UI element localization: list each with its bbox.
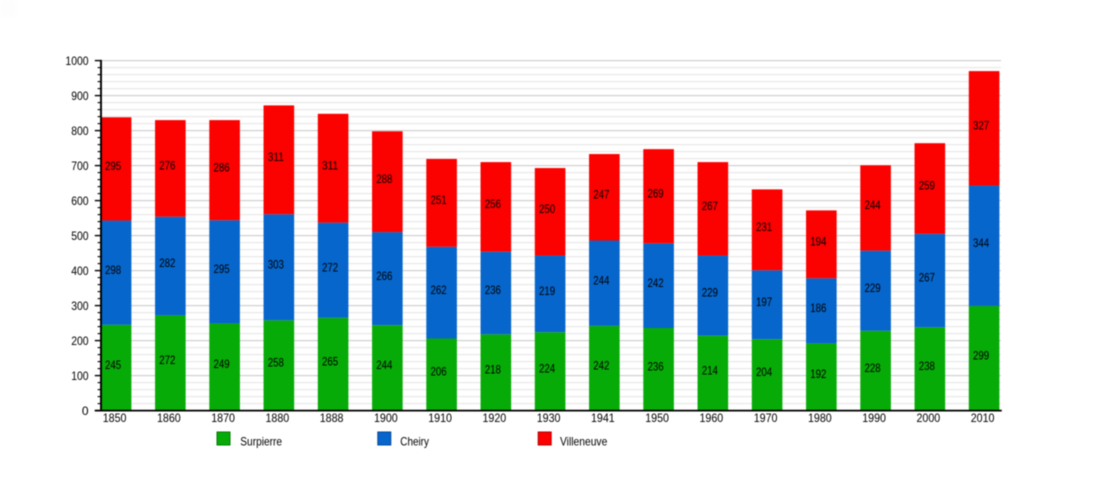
svg-text:249: 249 [214,357,230,371]
svg-text:1000: 1000 [65,54,88,68]
svg-text:1870: 1870 [211,411,235,425]
svg-text:303: 303 [268,257,284,271]
svg-text:0: 0 [82,404,89,418]
svg-text:272: 272 [159,353,175,367]
svg-text:197: 197 [756,295,772,309]
svg-text:311: 311 [322,158,338,172]
svg-text:1880: 1880 [265,411,289,425]
svg-text:242: 242 [648,276,664,290]
svg-text:236: 236 [648,359,664,373]
svg-text:282: 282 [159,256,175,270]
svg-text:1970: 1970 [754,411,778,425]
svg-text:327: 327 [973,118,989,132]
svg-text:286: 286 [214,160,230,174]
svg-text:247: 247 [593,187,609,201]
svg-text:1910: 1910 [428,411,452,425]
svg-text:2010: 2010 [971,411,995,425]
svg-text:1888: 1888 [320,411,344,425]
svg-text:269: 269 [648,186,664,200]
svg-text:238: 238 [919,359,935,373]
svg-text:194: 194 [810,234,826,248]
svg-text:204: 204 [756,365,772,379]
svg-text:1960: 1960 [699,411,723,425]
svg-text:900: 900 [71,89,89,103]
svg-text:500: 500 [71,229,89,243]
svg-text:259: 259 [919,179,935,193]
svg-text:1930: 1930 [537,411,561,425]
svg-text:229: 229 [865,281,881,295]
svg-text:276: 276 [159,159,175,173]
svg-text:231: 231 [756,220,772,234]
svg-text:Surpierre: Surpierre [240,435,282,449]
svg-text:245: 245 [105,358,121,372]
svg-text:288: 288 [376,172,392,186]
svg-text:311: 311 [268,150,284,164]
svg-text:224: 224 [539,362,555,376]
svg-text:299: 299 [973,348,989,362]
svg-text:100: 100 [71,369,89,383]
svg-text:1860: 1860 [157,411,181,425]
svg-text:214: 214 [702,363,718,377]
svg-text:206: 206 [431,365,447,379]
svg-text:236: 236 [485,283,501,297]
svg-text:700: 700 [71,159,89,173]
svg-text:200: 200 [71,334,89,348]
svg-text:2000: 2000 [916,411,940,425]
svg-text:229: 229 [702,286,718,300]
svg-text:192: 192 [810,367,826,381]
svg-text:218: 218 [485,363,501,377]
svg-text:300: 300 [71,299,89,313]
svg-text:186: 186 [810,301,826,315]
svg-text:272: 272 [322,260,338,274]
svg-text:256: 256 [485,197,501,211]
svg-text:1950: 1950 [645,411,669,425]
svg-text:600: 600 [71,194,89,208]
svg-text:298: 298 [105,263,121,277]
svg-text:1980: 1980 [808,411,832,425]
svg-text:1850: 1850 [103,411,127,425]
svg-text:Cheiry: Cheiry [400,435,429,449]
svg-text:Villeneuve: Villeneuve [560,435,608,449]
svg-text:258: 258 [268,356,284,370]
svg-text:250: 250 [539,202,555,216]
svg-text:242: 242 [593,358,609,372]
svg-text:266: 266 [376,269,392,283]
svg-text:219: 219 [539,284,555,298]
svg-text:1941: 1941 [591,411,615,425]
svg-text:244: 244 [376,358,392,372]
svg-text:244: 244 [593,273,609,287]
svg-text:267: 267 [919,271,935,285]
svg-text:295: 295 [214,262,230,276]
svg-text:800: 800 [71,124,89,138]
svg-text:251: 251 [431,193,447,207]
svg-text:267: 267 [702,199,718,213]
svg-text:400: 400 [71,264,89,278]
svg-text:1900: 1900 [374,411,398,425]
svg-text:344: 344 [973,236,989,250]
svg-text:295: 295 [105,159,121,173]
svg-text:262: 262 [431,283,447,297]
svg-text:265: 265 [322,354,338,368]
svg-text:244: 244 [865,198,881,212]
svg-text:228: 228 [865,361,881,375]
svg-text:1920: 1920 [482,411,506,425]
svg-text:1990: 1990 [862,411,886,425]
